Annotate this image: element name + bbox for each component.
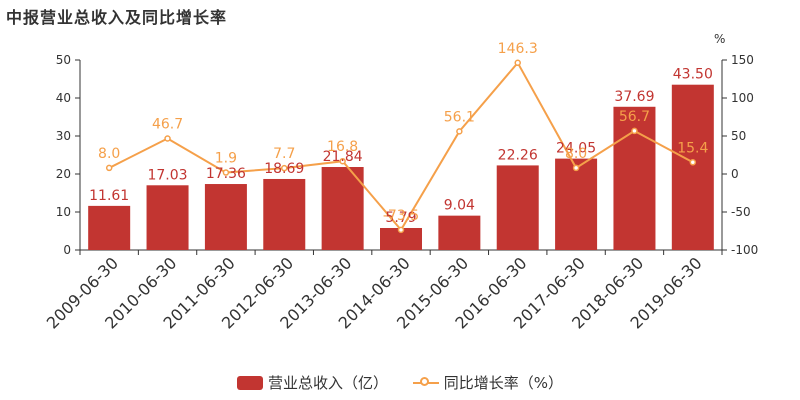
legend-line-swatch	[412, 376, 439, 390]
legend: 营业总收入（亿） 同比增长率（%）	[0, 372, 800, 394]
growth-point	[456, 128, 463, 135]
bar-value-label: 11.61	[89, 188, 129, 204]
bar	[380, 227, 422, 250]
growth-point	[397, 226, 405, 234]
y-left-tick-label: 30	[56, 129, 71, 143]
growth-point	[339, 157, 346, 165]
y-right-tick-label: 50	[731, 129, 746, 143]
growth-point	[281, 164, 288, 172]
chart-title: 中报营业总收入及同比增长率	[6, 8, 228, 27]
y-left-tick-label: 0	[63, 243, 71, 257]
legend-label-growth: 同比增长率（%）	[443, 374, 564, 392]
bar-value-label: 17.03	[147, 167, 187, 183]
y-right-tick-label: 0	[731, 167, 739, 181]
growth-value-label: 16.8	[327, 139, 358, 155]
bar	[204, 184, 247, 250]
growth-point	[572, 164, 580, 172]
bar-value-label: 18.69	[264, 161, 304, 177]
growth-point	[164, 135, 171, 142]
bar	[671, 84, 714, 250]
bar	[146, 185, 189, 250]
growth-value-label: -73.5	[383, 208, 419, 224]
legend-label-revenue: 营业总收入（亿）	[267, 374, 388, 392]
bar	[555, 158, 598, 250]
growth-value-label: 7.7	[273, 146, 295, 162]
y-right-tick-label: -50	[731, 205, 751, 219]
y-right-tick-label: -100	[731, 243, 758, 257]
bar-value-label: 37.69	[614, 89, 654, 105]
growth-point	[631, 127, 638, 135]
growth-point	[689, 159, 697, 166]
bar-value-label: 43.50	[673, 67, 713, 83]
growth-value-label: 15.4	[677, 140, 708, 156]
legend-item-growth[interactable]: 同比增长率（%）	[412, 372, 564, 393]
growth-value-label: 1.9	[215, 151, 237, 167]
bar-value-label: 17.36	[206, 166, 246, 182]
bar	[496, 165, 539, 250]
growth-point	[105, 164, 113, 172]
y-right-tick-label: 150	[731, 53, 754, 67]
growth-value-label: 8.0	[98, 146, 120, 162]
growth-value-label: 56.1	[444, 109, 475, 125]
y-left-tick-label: 50	[56, 53, 71, 67]
bar-value-label: 21.84	[323, 149, 363, 165]
bar	[438, 215, 481, 250]
bar	[321, 167, 364, 250]
legend-bar-swatch	[236, 375, 263, 390]
y-right-unit-label: %	[714, 32, 725, 46]
bar	[263, 178, 306, 250]
y-left-tick-label: 20	[56, 167, 71, 181]
bar	[88, 205, 131, 250]
y-left-tick-label: 40	[56, 91, 71, 105]
growth-point	[222, 169, 230, 176]
growth-point	[514, 59, 521, 67]
bar-value-label: 9.04	[444, 198, 475, 214]
growth-value-label: 146.3	[498, 41, 538, 57]
growth-value-label: 56.7	[619, 109, 650, 125]
growth-line	[108, 61, 694, 232]
bar-value-label: 22.26	[498, 147, 538, 163]
growth-value-label: 8.0	[565, 146, 587, 162]
y-right-tick-label: 100	[731, 91, 754, 105]
legend-item-revenue[interactable]: 营业总收入（亿）	[236, 372, 388, 393]
growth-value-label: 46.7	[152, 117, 183, 133]
bar-value-label: 24.05	[556, 141, 596, 157]
y-left-tick-label: 10	[56, 205, 71, 219]
bar-value-label: 5.79	[385, 210, 416, 226]
